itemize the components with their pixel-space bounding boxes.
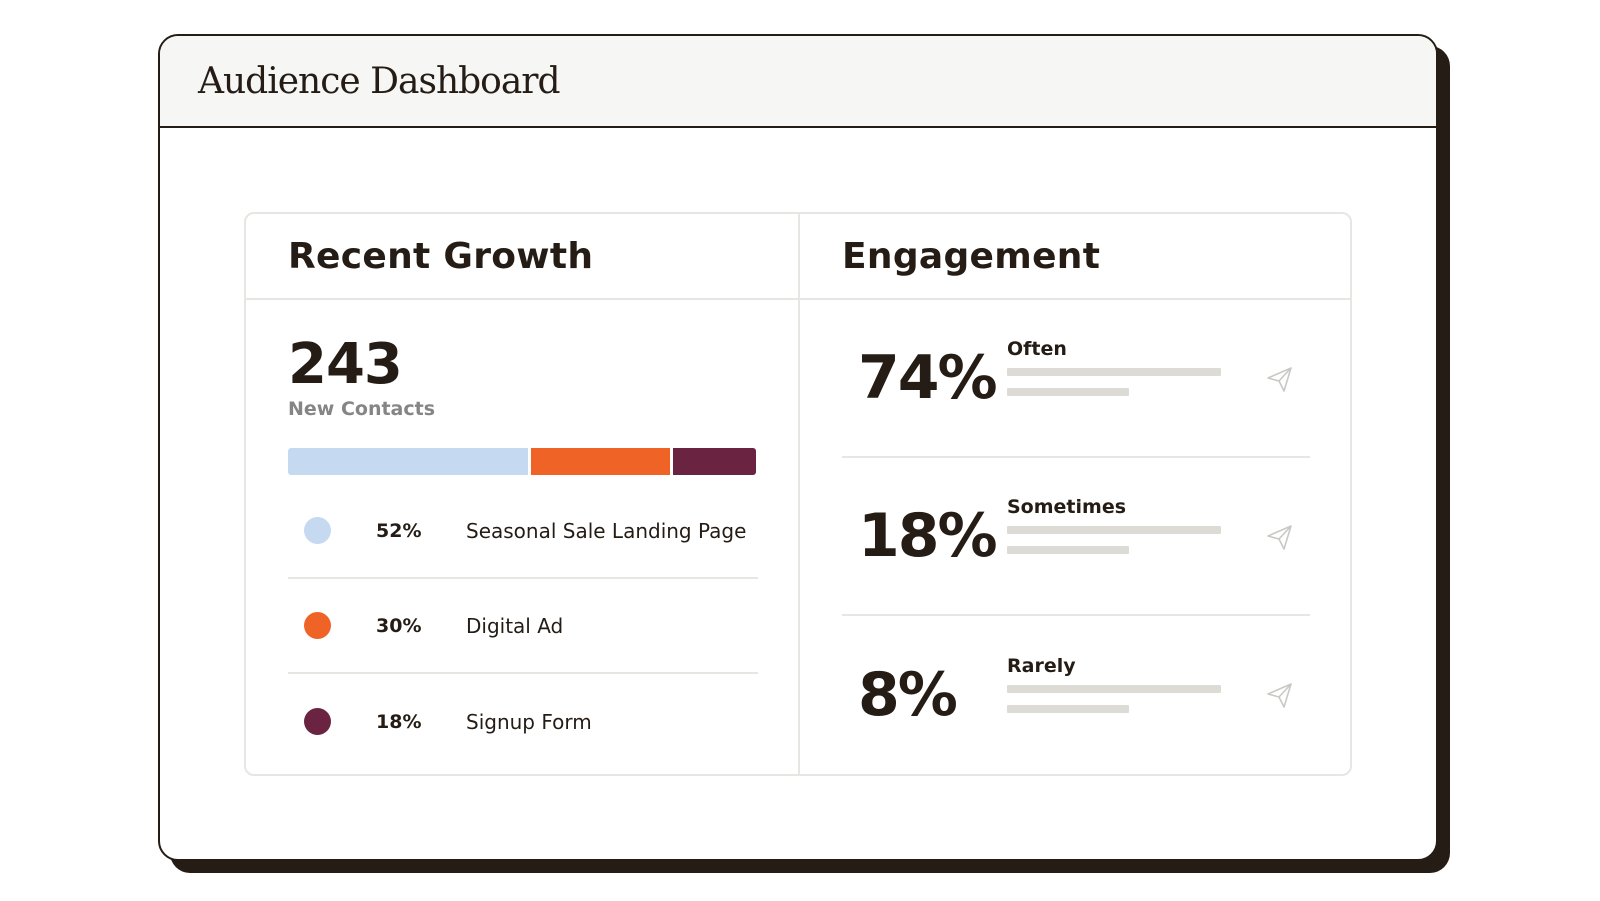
share-segment-seasonal-sale[interactable] xyxy=(288,448,529,475)
engagement-percent: 8% xyxy=(858,660,958,730)
recent-growth-title: Recent Growth xyxy=(288,235,594,277)
source-share-bar xyxy=(288,448,756,475)
engagement-panel: Engagement 74% Often 18% xyxy=(798,214,1350,774)
source-color-dot xyxy=(304,708,331,735)
source-color-dot xyxy=(304,517,331,544)
engagement-header: Engagement xyxy=(800,214,1350,300)
source-list: 52% Seasonal Sale Landing Page 30% Digit… xyxy=(288,484,758,769)
source-color-dot xyxy=(304,612,331,639)
engagement-info: Rarely xyxy=(1007,655,1222,725)
placeholder-line xyxy=(1007,705,1129,713)
source-percent: 30% xyxy=(376,614,422,637)
engagement-label: Sometimes xyxy=(1007,496,1127,518)
source-name: Signup Form xyxy=(466,709,592,734)
recent-growth-body: 243 New Contacts 52% Seasonal Sale Landi… xyxy=(246,300,798,769)
engagement-list: 74% Often 18% Sometimes xyxy=(800,300,1350,774)
placeholder-line xyxy=(1007,388,1129,396)
window-header: Audience Dashboard xyxy=(160,36,1436,128)
page-title: Audience Dashboard xyxy=(198,60,561,102)
engagement-label: Often xyxy=(1007,338,1067,360)
dashboard-card: Recent Growth 243 New Contacts 52% Seaso… xyxy=(244,212,1352,776)
source-name: Seasonal Sale Landing Page xyxy=(466,518,747,543)
dashboard-window: Audience Dashboard Recent Growth 243 New… xyxy=(158,34,1438,861)
new-contacts-count: 243 xyxy=(288,332,403,397)
engagement-percent: 74% xyxy=(858,343,998,413)
new-contacts-label: New Contacts xyxy=(288,398,436,420)
engagement-row-rarely[interactable]: 8% Rarely xyxy=(842,616,1310,774)
source-row-signup-form[interactable]: 18% Signup Form xyxy=(288,674,758,769)
recent-growth-panel: Recent Growth 243 New Contacts 52% Seaso… xyxy=(246,214,798,774)
source-name: Digital Ad xyxy=(466,613,564,638)
engagement-percent: 18% xyxy=(858,501,998,571)
placeholder-line xyxy=(1007,546,1129,554)
placeholder-line xyxy=(1007,526,1221,534)
engagement-info: Often xyxy=(1007,338,1222,408)
source-row-digital-ad[interactable]: 30% Digital Ad xyxy=(288,579,758,674)
placeholder-line xyxy=(1007,368,1221,376)
placeholder-line xyxy=(1007,685,1221,693)
send-icon[interactable] xyxy=(1264,522,1294,552)
engagement-title: Engagement xyxy=(842,235,1101,277)
send-icon[interactable] xyxy=(1264,680,1294,710)
share-segment-signup-form[interactable] xyxy=(672,448,756,475)
source-percent: 52% xyxy=(376,519,422,542)
recent-growth-header: Recent Growth xyxy=(246,214,798,300)
source-percent: 18% xyxy=(376,710,422,733)
engagement-row-sometimes[interactable]: 18% Sometimes xyxy=(842,458,1310,616)
engagement-info: Sometimes xyxy=(1007,496,1222,566)
share-segment-digital-ad[interactable] xyxy=(531,448,670,475)
source-row-seasonal-sale[interactable]: 52% Seasonal Sale Landing Page xyxy=(288,484,758,579)
engagement-row-often[interactable]: 74% Often xyxy=(842,300,1310,458)
send-icon[interactable] xyxy=(1264,364,1294,394)
engagement-label: Rarely xyxy=(1007,655,1076,677)
